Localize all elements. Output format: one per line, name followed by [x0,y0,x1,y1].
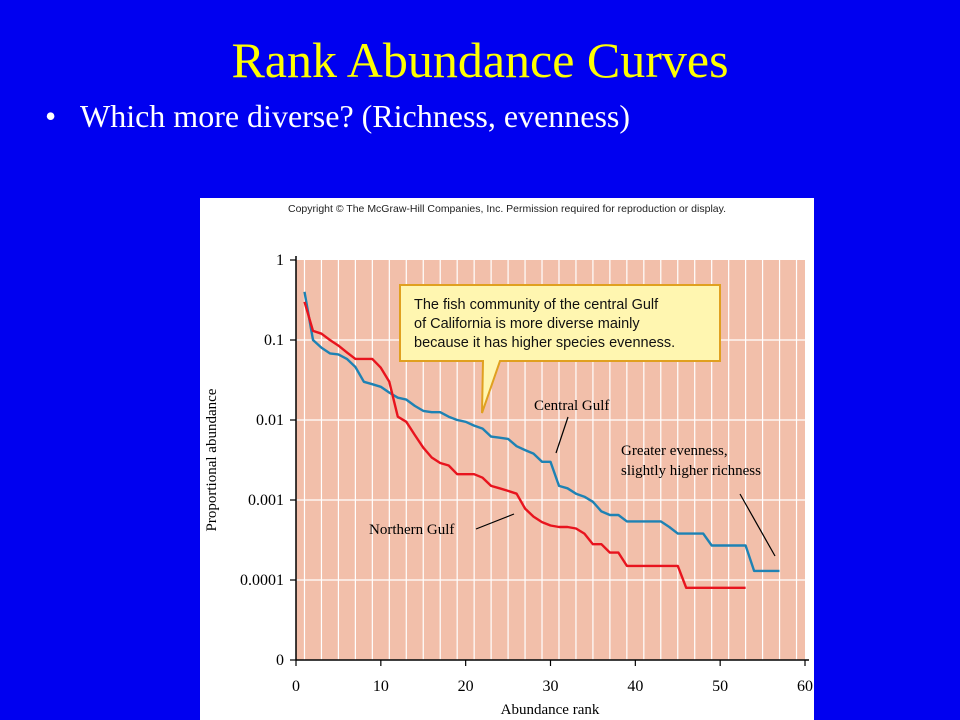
copyright-notice: Copyright © The McGraw-Hill Companies, I… [288,203,726,215]
central-gulf-label: Central Gulf [534,398,609,414]
series-line-northern-gulf [303,301,746,589]
y-tick-label: 1 [276,252,284,269]
slide-title: Rank Abundance Curves [231,32,729,88]
y-tick-label: 0.01 [256,412,284,429]
chart-figure: Copyright © The McGraw-Hill Companies, I… [200,198,814,720]
callout-text-line: of California is more diverse mainly [414,316,640,332]
rank-abundance-chart: Copyright © The McGraw-Hill Companies, I… [204,203,813,718]
x-tick-label: 20 [458,678,474,695]
evenness-label-line: slightly higher richness [621,463,761,479]
y-tick-label: 0.0001 [240,572,284,589]
northern-gulf-leader [475,513,515,530]
x-tick-label: 40 [627,678,643,695]
x-tick-label: 10 [373,678,389,695]
y-axis-label: Proportional abundance [204,388,220,531]
callout-box [399,284,721,414]
bullet-text: Which more diverse? (Richness, evenness) [80,98,631,134]
x-tick-label: 30 [543,678,559,695]
northern-gulf-label: Northern Gulf [369,522,454,538]
evenness-leader [739,493,776,557]
y-tick-label: 0.001 [248,492,284,509]
y-tick-label: 0.1 [264,332,284,349]
x-tick-label: 60 [797,678,813,695]
x-axis-label: Abundance rank [501,702,600,718]
x-tick-label: 0 [292,678,300,695]
bullet-symbol: • [45,98,57,134]
callout-text-line: The fish community of the central Gulf [414,297,659,313]
axes: 1 0.1 0.01 0.001 0.0001 00 10 20 30 40 50 60 [240,252,813,695]
series-layer [303,291,780,589]
central-gulf-leader [555,416,569,454]
series-line-central-gulf [303,291,780,573]
callout-text-line: because it has higher species evenness. [414,335,675,351]
x-tick-label: 50 [712,678,728,695]
y-tick-label: 0 [276,652,284,669]
evenness-label-line: Greater evenness, [621,443,728,459]
bullet-point: • Which more diverse? (Richness, evenness… [45,96,630,136]
annotations: The fish community of the central Gulf of… [369,284,776,557]
